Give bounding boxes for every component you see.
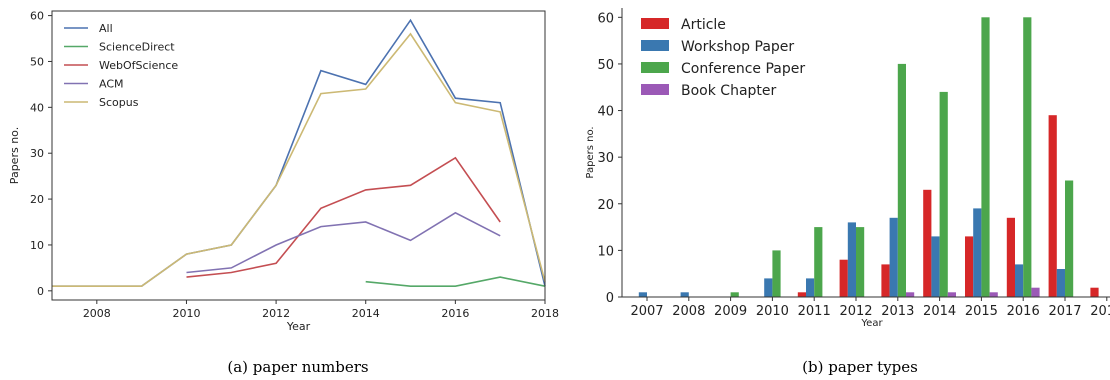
b-x-tick-label: 2018 xyxy=(1090,304,1110,319)
b-x-tick-label: 2010 xyxy=(756,304,789,319)
b-legend-swatch xyxy=(641,62,669,73)
b-x-tick-label: 2015 xyxy=(965,304,998,319)
b-bar xyxy=(965,236,974,297)
a-x-tick-label: 2016 xyxy=(441,307,469,320)
b-bar xyxy=(989,292,998,297)
b-y-tick-label: 0 xyxy=(606,291,614,306)
a-y-tick-label: 10 xyxy=(30,239,44,252)
b-bar xyxy=(1031,287,1040,297)
b-bar xyxy=(906,292,915,297)
line-chart-paper-numbers: 2008 2010 2012 2014 2016 2018 0 10 20 30 40 50 60 Ye… xyxy=(8,10,559,376)
a-y-axis-label: Papers no. xyxy=(8,127,21,184)
b-y-tick-label: 50 xyxy=(597,58,614,73)
a-legend-label: All xyxy=(99,22,113,35)
a-y-tick-label: 40 xyxy=(30,101,44,114)
b-bar xyxy=(730,292,739,297)
b-legend-swatch xyxy=(641,18,669,29)
b-bar xyxy=(638,292,647,297)
b-bar-group xyxy=(638,17,1099,298)
b-bar xyxy=(1090,287,1099,297)
a-x-tick-label: 2018 xyxy=(531,307,559,320)
a-legend-label: WebOfScience xyxy=(99,59,178,72)
a-legend-label: ScienceDirect xyxy=(99,41,175,54)
b-legend-label: Book Chapter xyxy=(681,83,777,99)
b-bar xyxy=(806,278,815,297)
b-x-tick-label: 2017 xyxy=(1048,304,1081,319)
bar-chart-paper-types: 0 10 20 30 40 50 60 2007 2008 2009 2010 2011 2012 201… xyxy=(585,8,1110,376)
a-series-line-sciencedirect xyxy=(365,276,546,288)
a-y-tick-label: 30 xyxy=(30,147,44,160)
a-x-tick-label: 2010 xyxy=(172,307,200,320)
b-bar xyxy=(764,278,773,297)
b-legend-label: Workshop Paper xyxy=(681,39,794,55)
b-y-tick-label: 60 xyxy=(597,11,614,26)
b-bar xyxy=(797,292,806,297)
b-bar xyxy=(947,292,956,297)
b-bar xyxy=(1048,115,1057,297)
a-tick-group: 2008 2010 2012 2014 2016 2018 0 10 20 30 40 50 60 xyxy=(30,10,559,320)
b-bar xyxy=(856,227,865,297)
b-bar xyxy=(931,236,940,297)
a-x-axis-label: Year xyxy=(286,320,311,333)
b-bar xyxy=(923,189,932,297)
a-series-line-scopus xyxy=(52,32,546,288)
b-bar xyxy=(981,17,990,298)
b-x-tick-label: 2014 xyxy=(923,304,956,319)
b-bar xyxy=(1056,269,1065,297)
a-y-tick-label: 20 xyxy=(30,193,44,206)
b-bar xyxy=(1065,180,1074,297)
b-bar xyxy=(881,264,890,297)
b-x-tick-label: 2013 xyxy=(881,304,914,319)
b-bar xyxy=(1015,264,1024,297)
b-legend: Article Workshop Paper Conference Paper Boo… xyxy=(641,17,805,99)
a-x-tick-label: 2014 xyxy=(352,307,380,320)
b-x-tick-label: 2012 xyxy=(839,304,872,319)
a-x-tick-label: 2008 xyxy=(83,307,111,320)
b-bar xyxy=(939,91,948,298)
b-x-tick-label: 2008 xyxy=(672,304,705,319)
b-y-tick-label: 10 xyxy=(597,244,614,259)
a-legend-label: Scopus xyxy=(99,96,139,109)
b-x-tick-label: 2007 xyxy=(630,304,663,319)
b-caption: (b) paper types xyxy=(802,358,918,376)
b-y-tick-label: 40 xyxy=(597,105,614,120)
b-x-tick-label: 2011 xyxy=(798,304,831,319)
b-y-tick-label: 30 xyxy=(597,151,614,166)
a-series-group xyxy=(52,18,546,288)
b-bar xyxy=(1023,17,1032,298)
b-bar xyxy=(814,227,823,297)
b-tick-group: 0 10 20 30 40 50 60 2007 2008 2009 2010 2011 2012 201… xyxy=(597,11,1110,319)
b-bar xyxy=(897,63,906,298)
b-x-tick-label: 2009 xyxy=(714,304,747,319)
b-bar xyxy=(839,259,848,297)
a-y-tick-label: 0 xyxy=(37,285,44,298)
a-y-tick-label: 60 xyxy=(30,10,44,23)
b-x-axis-label: Year xyxy=(860,318,883,329)
b-bar xyxy=(1006,217,1015,297)
b-legend-swatch xyxy=(641,40,669,51)
a-plot-frame xyxy=(51,10,546,301)
b-bar xyxy=(847,222,856,297)
a-caption: (a) paper numbers xyxy=(227,358,368,376)
a-series-line-webofscience xyxy=(186,156,501,278)
a-legend-label: ACM xyxy=(99,78,124,91)
b-bar xyxy=(772,250,781,297)
a-series-line-acm xyxy=(186,211,501,274)
b-legend-swatch xyxy=(641,84,669,95)
a-x-tick-label: 2012 xyxy=(262,307,290,320)
b-x-tick-label: 2016 xyxy=(1007,304,1040,319)
b-y-axis-label: Papers no. xyxy=(585,126,596,178)
a-legend: All ScienceDirect WebOfScience ACM Scopus xyxy=(64,22,178,109)
b-legend-label: Article xyxy=(681,17,726,33)
b-y-tick-label: 20 xyxy=(597,198,614,213)
b-bar xyxy=(973,208,982,297)
b-bar xyxy=(889,217,898,297)
b-bar xyxy=(680,292,689,297)
a-y-tick-label: 50 xyxy=(30,55,44,68)
b-legend-label: Conference Paper xyxy=(681,61,805,77)
